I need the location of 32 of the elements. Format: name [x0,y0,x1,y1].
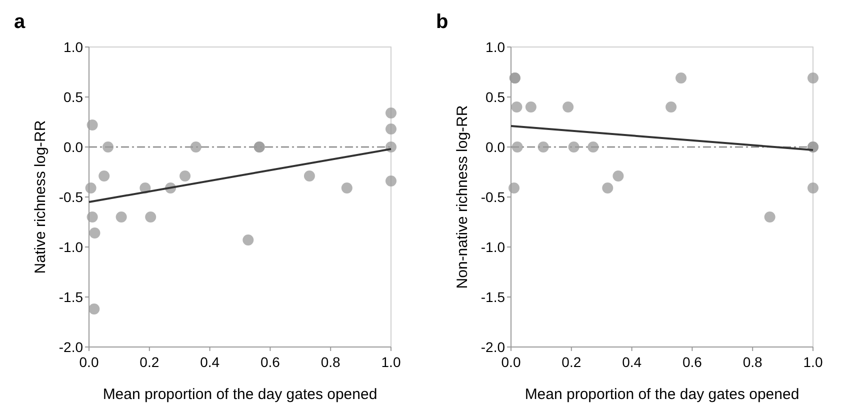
x-tick-label: 0.0 [501,354,521,370]
x-axis-title: Mean proportion of the day gates opened [524,386,800,403]
y-tick-label: 0.0 [486,138,506,155]
x-tick-label: 1.0 [381,354,401,370]
x-tick-label: 0.4 [622,354,642,370]
chart-title: a [14,11,26,33]
y-tick-label: 0.5 [64,88,84,105]
x-tick-label: 0.8 [742,354,763,370]
x-tick-label: 0.8 [320,354,341,370]
x-tick-label: 0.6 [682,354,702,370]
x-axis-title: Mean proportion of the day gates opened [102,386,378,403]
y-tick-label: -0.5 [480,188,506,205]
x-tick-label: 0.4 [200,354,220,370]
y-tick-label: 0.5 [486,88,506,105]
y-tick-label: -2.0 [480,338,506,355]
y-axis-title: Non-native richness log-RR [454,105,471,289]
x-tick-label: 1.0 [803,354,823,370]
x-tick-label: 0.2 [140,354,160,370]
y-axis-title: Native richness log-RR [32,120,49,274]
y-tick-label: -1.5 [58,288,84,305]
x-tick-label: 0.0 [79,354,99,370]
y-tick-label: -0.5 [58,188,84,205]
y-tick-label: 1.0 [486,38,506,55]
y-tick-label: -1.0 [480,238,506,255]
x-tick-label: 0.6 [260,354,280,370]
y-tick-label: -2.0 [58,338,84,355]
y-tick-label: 0.0 [64,138,84,155]
y-tick-label: -1.5 [480,288,506,305]
x-tick-label: 0.2 [562,354,582,370]
y-tick-label: -1.0 [58,238,84,255]
chart-title: b [436,11,448,33]
y-tick-label: 1.0 [64,38,84,55]
